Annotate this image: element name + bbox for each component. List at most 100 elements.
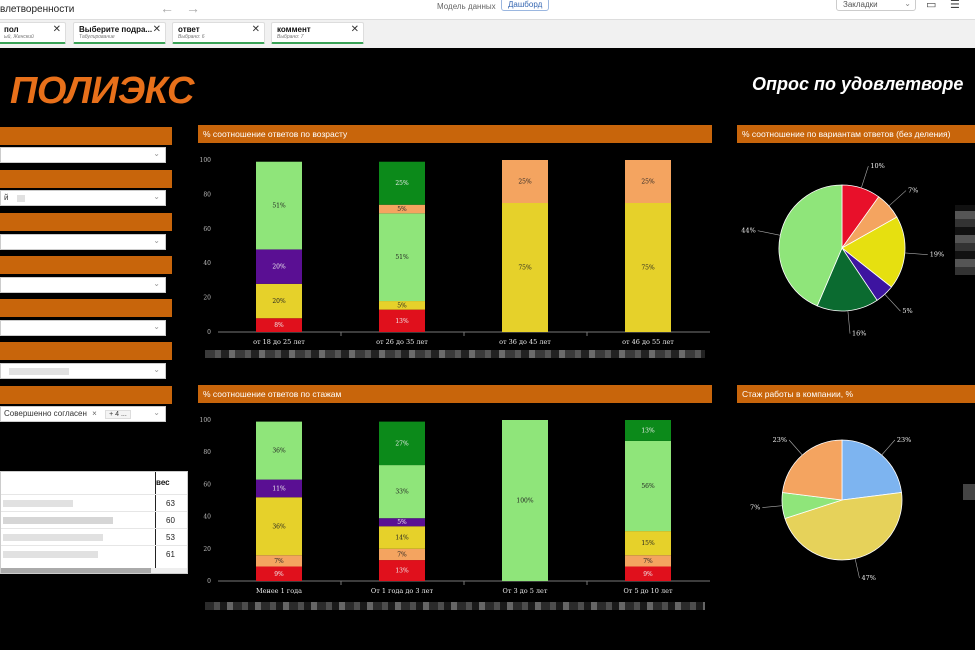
y-tick-label: 80 — [203, 191, 211, 198]
filter-header-1 — [0, 127, 172, 145]
bar-segment[interactable] — [256, 497, 302, 556]
filter-select-6[interactable]: ⌄ — [0, 363, 166, 379]
filter-select-3[interactable]: ⌄ — [0, 234, 166, 250]
bar-data-label: 7% — [397, 551, 407, 558]
pie-data-label: 47% — [861, 574, 875, 582]
blurred-value — [17, 195, 25, 202]
bar-segment[interactable] — [625, 160, 671, 203]
filter-chip-label: коммент — [277, 25, 311, 34]
bar-segment[interactable] — [256, 555, 302, 567]
bar-segment[interactable] — [256, 249, 302, 284]
bar-data-label: 14% — [395, 535, 409, 542]
pie-data-label: 19% — [930, 251, 944, 259]
bar-segment[interactable] — [502, 160, 548, 203]
bar-segment[interactable] — [502, 203, 548, 332]
back-arrow-icon[interactable]: ← — [160, 0, 174, 16]
bar-data-label: 5% — [397, 206, 407, 213]
bar-segment[interactable] — [625, 555, 671, 567]
table-row[interactable]: 53 — [1, 528, 187, 545]
bar-segment[interactable] — [379, 560, 425, 581]
y-tick-label: 20 — [203, 295, 211, 302]
weights-column-header: вес — [156, 478, 170, 487]
bar-segment[interactable] — [256, 479, 302, 498]
tab-data-model[interactable]: Модель данных — [437, 2, 496, 11]
pie-label-connector — [854, 558, 860, 579]
chevron-down-icon: ⌄ — [153, 322, 160, 331]
blurred-value — [3, 551, 98, 558]
filter-chip-gender[interactable]: пол ый, Женский ✕ — [0, 22, 66, 44]
bar-data-label: 100% — [516, 498, 533, 505]
blurred-value — [3, 500, 73, 507]
filter-select-5[interactable]: ⌄ — [0, 320, 166, 336]
more-tags-chip[interactable]: + 4 ... — [105, 410, 131, 419]
pie-label-connector — [860, 166, 869, 189]
bar-segment[interactable] — [625, 203, 671, 332]
bar-segment[interactable] — [379, 161, 425, 205]
bar-segment[interactable] — [379, 204, 425, 214]
close-icon[interactable]: ✕ — [350, 24, 359, 35]
pie-label-connector — [762, 505, 783, 508]
panel-header-tenure: % соотношение ответов по стажам — [198, 385, 712, 403]
bar-segment[interactable] — [379, 526, 425, 549]
blurred-value — [3, 517, 113, 524]
close-icon[interactable]: ✕ — [52, 24, 61, 35]
bar-data-label: 51% — [272, 203, 286, 210]
legend-strip — [963, 484, 975, 500]
close-icon[interactable]: ✕ — [251, 24, 260, 35]
bar-segment[interactable] — [625, 566, 671, 581]
bar-segment[interactable] — [256, 283, 302, 319]
bar-segment[interactable] — [379, 465, 425, 519]
filter-select-4[interactable]: ⌄ — [0, 277, 166, 293]
bar-segment[interactable] — [256, 566, 302, 581]
bar-segment[interactable] — [625, 440, 671, 532]
filter-header-5 — [0, 299, 172, 317]
bar-data-label: 13% — [641, 427, 655, 434]
pie-data-label: 7% — [750, 504, 760, 512]
table-row[interactable]: 63 — [1, 494, 187, 511]
column-separator — [155, 472, 156, 569]
filter-header-6 — [0, 342, 172, 360]
pie-data-label: 10% — [870, 162, 884, 170]
filter-chip-department[interactable]: Выберите подра... Табулирование ✕ — [73, 22, 166, 44]
bookmarks-dropdown[interactable]: Закладки ⌄ — [836, 0, 916, 11]
pie-slice[interactable] — [841, 439, 902, 501]
filter-select-answer[interactable]: Совершенно согласен × + 4 ... ⌄ — [0, 406, 166, 422]
menu-icon[interactable]: ☰ — [950, 0, 960, 11]
tab-dashboard[interactable]: Дашборд — [501, 0, 550, 11]
pie-label-connector — [847, 310, 851, 334]
pie-slice[interactable] — [782, 439, 843, 501]
pie-slice[interactable] — [816, 247, 878, 312]
bar-segment[interactable] — [625, 531, 671, 556]
top-bar: влетворенности ← → Модель данных Дашборд… — [0, 0, 975, 20]
bar-segment[interactable] — [379, 421, 425, 466]
bar-segment[interactable] — [379, 213, 425, 302]
table-row[interactable]: 60 — [1, 511, 187, 528]
filter-chip-comment[interactable]: коммент Выбрано: 7 ✕ — [271, 22, 364, 44]
weight-value: 61 — [166, 550, 175, 559]
bar-segment[interactable] — [625, 420, 671, 441]
bar-segment[interactable] — [379, 301, 425, 310]
table-row[interactable]: 61 — [1, 545, 187, 562]
bar-segment[interactable] — [379, 518, 425, 527]
bar-segment[interactable] — [256, 421, 302, 480]
bar-data-label: 25% — [395, 180, 409, 187]
remove-tag-icon[interactable]: × — [92, 409, 97, 418]
forward-arrow-icon[interactable]: → — [186, 0, 200, 16]
filter-select-1[interactable]: ⌄ — [0, 147, 166, 163]
bar-segment[interactable] — [256, 161, 302, 250]
filter-select-2[interactable]: й ⌄ — [0, 190, 166, 206]
pie-slice[interactable] — [778, 184, 843, 307]
filter-chip-answer[interactable]: ответ Выбрано: 6 ✕ — [172, 22, 265, 44]
close-icon[interactable]: ✕ — [152, 24, 161, 35]
variants-pie-chart: 10% 7% 19% 5% 16% 44% — [741, 162, 944, 337]
blurred-value — [3, 534, 103, 541]
comment-icon[interactable]: ▭ — [926, 0, 937, 11]
bar-segment[interactable] — [256, 318, 302, 332]
bar-segment[interactable] — [379, 309, 425, 332]
pie-slice[interactable] — [841, 216, 906, 288]
legend-strip — [205, 602, 705, 610]
legend-strip — [205, 350, 705, 358]
bar-segment[interactable] — [502, 420, 548, 581]
table-scrollbar[interactable] — [1, 568, 187, 573]
bar-segment[interactable] — [379, 548, 425, 561]
